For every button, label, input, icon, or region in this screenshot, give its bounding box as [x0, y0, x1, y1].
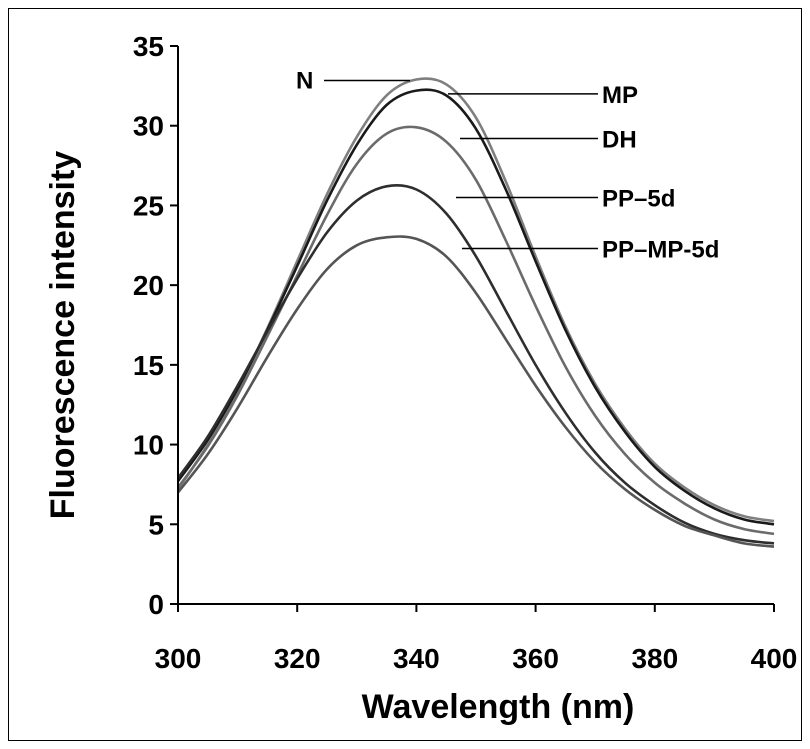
y-tick-label: 35: [133, 31, 164, 62]
series-label: PP–5d: [602, 185, 675, 212]
series-line-5: [178, 237, 774, 547]
series-label: PP–MP-5d: [602, 236, 719, 263]
x-tick-label: 300: [155, 643, 202, 674]
y-ticks: 0 5 10 15 20 25 30 35: [133, 31, 178, 620]
y-tick-label: 25: [133, 190, 164, 221]
y-tick-label: 15: [133, 350, 164, 381]
y-tick-label: 5: [148, 509, 164, 540]
y-tick-label: 30: [133, 111, 164, 142]
series-label: DH: [602, 126, 637, 153]
x-tick-label: 320: [274, 643, 321, 674]
series-line-1: [178, 78, 774, 521]
x-tick-label: 340: [393, 643, 440, 674]
x-ticks: 300 320 340 360 380 400: [155, 604, 798, 674]
x-axis-title: Wavelength (nm): [362, 688, 635, 726]
series-line-2: [178, 90, 774, 525]
series-label: MP: [602, 82, 638, 109]
y-tick-label: 20: [133, 270, 164, 301]
x-tick-label: 360: [512, 643, 559, 674]
x-tick-label: 380: [631, 643, 678, 674]
series-curves: [178, 78, 774, 546]
y-tick-label: 0: [148, 589, 164, 620]
y-axis-title: Fluorescence intensity: [44, 151, 82, 520]
y-tick-label: 10: [133, 430, 164, 461]
series-labels: N MP DH PP–5d PP–MP-5d: [296, 67, 719, 263]
x-tick-label: 400: [751, 643, 798, 674]
series-label: N: [296, 67, 313, 94]
